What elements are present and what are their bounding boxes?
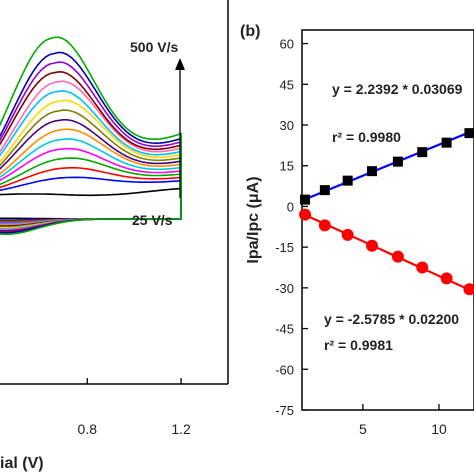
panel-b-y-tick-label: -60 (275, 362, 294, 377)
panel-b-point-circle (318, 219, 331, 232)
panel-a-arrow-head (175, 58, 185, 70)
panel-b-y-tick-label: 30 (280, 118, 294, 133)
panel-b-point-square (342, 175, 353, 186)
panel-a-annotation-top: 500 V/s (130, 39, 178, 55)
panel-b-x-tick-label: 5 (359, 421, 367, 437)
panel-a-x-tick-label: 1.2 (171, 421, 191, 437)
panel-b-series (299, 128, 474, 296)
panel-a-xlabel: ial (V) (0, 455, 44, 472)
panel-b-point-square (417, 147, 428, 158)
panel-b-point-circle (391, 250, 404, 263)
panel-a-x-tick-label: 0.8 (78, 421, 98, 437)
panel-b-point-circle (366, 239, 379, 252)
panel-b-point-square (319, 185, 330, 196)
panel-b-y-tick-label: 45 (280, 77, 294, 92)
panel-b-y-tick-label: -75 (275, 403, 294, 418)
panel-a-cv-curve (0, 51, 182, 234)
panel-b-equation-1: y = 2.2392 * 0.03069 (332, 81, 463, 97)
panel-b-label: (b) (240, 23, 260, 40)
panel-b-equation-2: y = -2.5785 * 0.02200 (324, 311, 459, 327)
panel-b-point-square (441, 137, 452, 148)
panel-b-point-square (300, 194, 311, 205)
panel-b-point-circle (440, 272, 453, 285)
panel-b: (b) 60 45 30 15 0 -15 -30 -45 -60 -75 5 10 Ipa/Ipc… (240, 23, 474, 437)
panel-b-point-square (392, 156, 403, 167)
panel-a-cv-curves (0, 36, 182, 235)
panel-b-ylabel: Ipa/Ipc (μA) (245, 176, 262, 263)
panel-a: 40.81.2 500 V/s 25 V/s ial (V) (0, 0, 229, 472)
panel-b-x-ticks: 5 10 (359, 404, 447, 437)
panel-b-point-circle (416, 261, 429, 274)
panel-a-cv-curve (0, 36, 182, 235)
panel-a-x-ticks: 40.81.2 (78, 378, 191, 437)
panel-b-point-square (367, 166, 378, 177)
panel-b-x-tick-label: 10 (431, 421, 447, 437)
panel-b-point-square (464, 128, 474, 139)
panel-b-y-tick-label: -30 (275, 281, 294, 296)
panel-a-cv-curve (0, 99, 182, 229)
panel-b-y-tick-label: 60 (280, 37, 294, 52)
panel-b-y-ticks: 60 45 30 15 0 -15 -30 -45 -60 -75 (275, 37, 308, 418)
panel-b-y-tick-label: -15 (275, 240, 294, 255)
panel-a-cv-curve (0, 61, 182, 233)
panel-b-r2-1: r² = 0.9980 (332, 129, 401, 145)
panel-b-point-circle (463, 283, 474, 296)
panel-a-annotation-bottom: 25 V/s (132, 212, 173, 228)
panel-b-y-tick-label: -45 (275, 322, 294, 337)
panel-b-y-tick-label: 0 (287, 199, 294, 214)
panel-b-point-circle (299, 208, 312, 221)
panel-b-point-circle (341, 228, 354, 241)
panel-b-r2-2: r² = 0.9981 (324, 337, 393, 353)
panel-b-plot-frame (301, 29, 474, 411)
panel-b-y-tick-label: 15 (280, 159, 294, 174)
